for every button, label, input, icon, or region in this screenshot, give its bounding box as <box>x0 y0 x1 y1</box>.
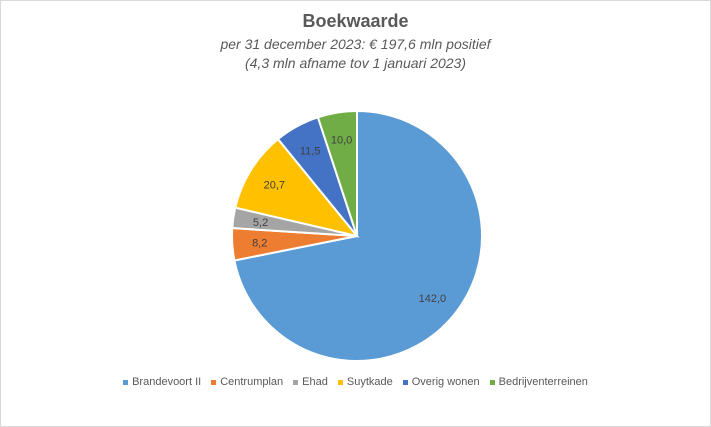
legend-item: Suytkade <box>337 376 393 388</box>
legend-item: Centrumplan <box>211 376 283 388</box>
legend-item: Bedrijventerreinen <box>489 376 588 388</box>
legend-label: Bedrijventerreinen <box>498 376 588 388</box>
legend-item: Ehad <box>293 376 328 388</box>
pie-slice-bedrijventerreinen <box>316 109 358 237</box>
legend-swatch <box>123 379 129 385</box>
legend-label: Suytkade <box>346 376 393 388</box>
legend-label: Brandevoort II <box>132 376 202 388</box>
data-label: 10,0 <box>331 135 352 147</box>
legend: Brandevoort II Centrumplan Ehad Suytkade Ove… <box>1 376 710 388</box>
data-label: 8,2 <box>252 238 267 250</box>
chart-subtitle-1: per 31 december 2023: € 197,6 mln positi… <box>220 36 491 52</box>
chart-subtitle-2: (4,3 mln afname tov 1 januari 2023) <box>244 55 466 71</box>
legend-swatch <box>337 379 343 385</box>
legend-label: Ehad <box>302 376 328 388</box>
legend-swatch <box>489 379 495 385</box>
data-label: 5,2 <box>253 217 268 229</box>
pie-slice-suytkade <box>234 137 360 238</box>
legend-item: Overig wonen <box>402 376 480 388</box>
legend-swatch <box>402 379 408 385</box>
legend-swatch <box>293 379 299 385</box>
data-label: 142,0 <box>419 293 447 305</box>
legend-item: Brandevoort II <box>123 376 201 388</box>
legend-swatch <box>211 379 217 385</box>
data-label: 20,7 <box>264 179 285 191</box>
chart-title: Boekwaarde <box>302 11 409 31</box>
legend-label: Overig wonen <box>411 376 480 388</box>
data-label: 11,5 <box>300 145 321 157</box>
legend-label: Centrumplan <box>220 376 284 388</box>
